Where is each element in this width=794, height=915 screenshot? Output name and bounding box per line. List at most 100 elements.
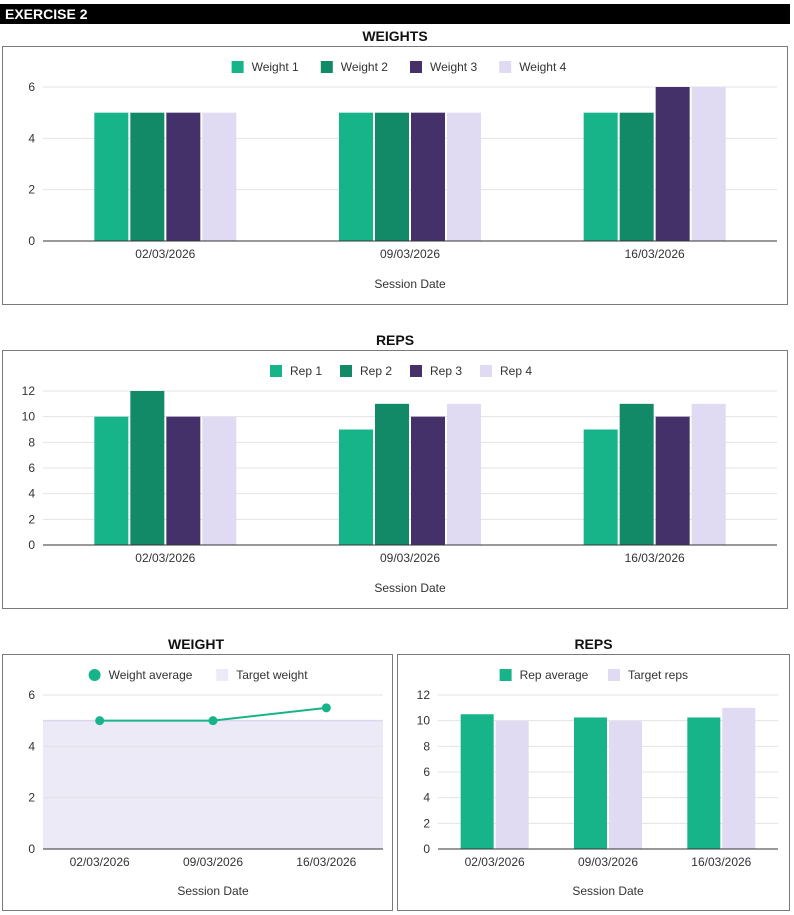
weight-avg-legend-swatch-1: [216, 669, 229, 681]
weight-avg-ytick-3: 6: [28, 688, 35, 702]
reps-bar-2-2: [655, 416, 690, 545]
reps-avg-xtick-2: 16/03/2026: [691, 855, 751, 869]
reps-xtick-1: 09/03/2026: [380, 551, 440, 565]
weights-ytick-3: 6: [28, 80, 35, 94]
weights-legend-swatch-2: [410, 61, 422, 73]
weights-bar-2-2: [655, 87, 690, 241]
reps-average-chart-panel: Rep average Target reps 0 2 4 6 8 10 12 02/03/202…: [397, 654, 790, 911]
reps-avg-xtick-0: 02/03/2026: [465, 855, 525, 869]
weight-avg-x-axis-label: Session Date: [177, 884, 249, 898]
reps-chart-title: REPS: [375, 332, 415, 348]
weights-ytick-0: 0: [28, 234, 35, 248]
weight-avg-legend-swatch-0: [88, 669, 101, 681]
weights-bar-0-1: [130, 112, 165, 242]
reps-legend-swatch-2: [410, 365, 422, 377]
weights-legend-label-2: Weight 3: [430, 60, 477, 74]
reps-ytick-3: 6: [28, 461, 35, 475]
weights-x-axis-label: Session Date: [374, 277, 446, 291]
reps-avg-legend-swatch-1: [608, 669, 620, 681]
reps-ytick-0: 0: [28, 538, 35, 552]
weight-avg-xtick-0: 02/03/2026: [70, 855, 130, 869]
weight-avg-point-0: [95, 716, 105, 726]
reps-avg-ytick-6: 12: [417, 688, 431, 702]
reps-ytick-2: 4: [28, 487, 35, 501]
reps-avg-legend-swatch-0: [499, 669, 512, 681]
reps-x-axis-label: Session Date: [374, 581, 446, 595]
exercise-banner: EXERCISE 2: [0, 4, 790, 24]
weights-legend-swatch-0: [231, 61, 244, 73]
reps-ytick-5: 10: [22, 410, 36, 424]
weight-avg-ytick-0: 0: [28, 842, 35, 856]
weights-bar-0-3: [202, 112, 237, 242]
weight-avg-xtick-1: 09/03/2026: [183, 855, 243, 869]
reps-chart-panel: Rep 1 Rep 2 Rep 3 Rep 4 0 2 4 6 8 10 12 02/03/2026 0…: [2, 350, 788, 609]
reps-avg-bar-2-1: [722, 707, 756, 849]
reps-legend-label-3: Rep 4: [500, 364, 532, 378]
reps-bar-0-1: [130, 391, 165, 545]
weights-bar-1-1: [375, 112, 409, 242]
reps-bar-2-1: [619, 403, 654, 545]
reps-bar-0-3: [202, 416, 237, 545]
reps-avg-ytick-3: 6: [423, 765, 430, 779]
weights-legend-swatch-3: [499, 61, 512, 73]
reps-ytick-6: 12: [22, 384, 36, 398]
weights-bar-0-2: [166, 112, 201, 242]
weights-legend-label-1: Weight 2: [341, 60, 388, 74]
reps-avg-ytick-5: 10: [417, 714, 431, 728]
weight-avg-ytick-2: 4: [28, 739, 35, 753]
reps-legend-label-2: Rep 3: [430, 364, 462, 378]
reps-avg-legend-label-1: Target reps: [628, 668, 688, 682]
reps-bar-1-0: [339, 429, 373, 545]
reps-avg-bar-1-0: [574, 717, 607, 849]
reps-bar-0-2: [166, 416, 201, 545]
weight-avg-legend-label-1: Target weight: [236, 668, 308, 682]
reps-bar-1-3: [447, 403, 481, 545]
weights-bar-2-1: [619, 112, 654, 242]
weights-chart: Weight 1 Weight 2 Weight 3 Weight 4 0 2 4 6 02/0…: [28, 60, 777, 291]
reps-avg-xtick-1: 09/03/2026: [578, 855, 638, 869]
reps-legend-swatch-0: [270, 365, 282, 377]
weight-avg-point-1: [208, 716, 218, 726]
weight-avg-point-2: [321, 703, 331, 713]
reps-xtick-2: 16/03/2026: [625, 551, 685, 565]
reps-bar-1-2: [411, 416, 445, 545]
reps-avg-ytick-2: 4: [423, 791, 430, 805]
weights-chart-panel: Weight 1 Weight 2 Weight 3 Weight 4 0 2 4 6 02/0…: [2, 46, 788, 305]
weights-bar-2-3: [691, 87, 726, 241]
reps-avg-bar-2-0: [687, 717, 721, 849]
reps-avg-ytick-4: 8: [423, 739, 430, 753]
reps-ytick-1: 2: [28, 512, 35, 526]
weight-avg-area-1: [43, 720, 383, 849]
weight-avg-xtick-2: 16/03/2026: [296, 855, 356, 869]
weight-avg-legend-label-0: Weight average: [109, 668, 193, 682]
reps-avg-bar-0-0: [460, 714, 494, 849]
reps-bar-1-1: [375, 403, 409, 545]
reps-bar-0-0: [94, 416, 129, 545]
weights-xtick-0: 02/03/2026: [135, 247, 195, 261]
weights-bar-1-3: [447, 112, 481, 242]
weights-bar-0-0: [94, 112, 129, 242]
reps-legend-swatch-1: [340, 365, 352, 377]
weights-chart-title: WEIGHTS: [362, 28, 428, 44]
reps-ytick-4: 8: [28, 435, 35, 449]
reps-avg-ytick-1: 2: [423, 816, 430, 830]
weight-average-chart-panel: Weight average Target weight 0 2 4 6 02/03/202…: [2, 654, 393, 911]
weights-xtick-1: 09/03/2026: [380, 247, 440, 261]
reps-xtick-0: 02/03/2026: [135, 551, 195, 565]
weights-legend-label-3: Weight 4: [519, 60, 566, 74]
weight-avg-ytick-1: 2: [28, 791, 35, 805]
reps-legend-label-0: Rep 1: [290, 364, 322, 378]
reps-avg-ytick-0: 0: [423, 842, 430, 856]
weights-legend-swatch-1: [320, 61, 333, 73]
reps-bar-2-0: [583, 429, 618, 545]
weights-bar-2-0: [583, 112, 618, 242]
weight-average-chart-title: WEIGHT: [168, 636, 224, 652]
weight-average-chart: Weight average Target weight 0 2 4 6 02/03/202…: [28, 668, 383, 898]
weights-ytick-1: 2: [28, 183, 35, 197]
weights-bar-1-0: [339, 112, 373, 242]
weights-ytick-2: 4: [28, 131, 35, 145]
reps-chart: Rep 1 Rep 2 Rep 3 Rep 4 0 2 4 6 8 10 12 02/03/2026 0…: [22, 364, 777, 595]
reps-avg-x-axis-label: Session Date: [572, 884, 644, 898]
weights-bar-1-2: [411, 112, 445, 242]
reps-avg-bar-1-1: [609, 720, 642, 849]
